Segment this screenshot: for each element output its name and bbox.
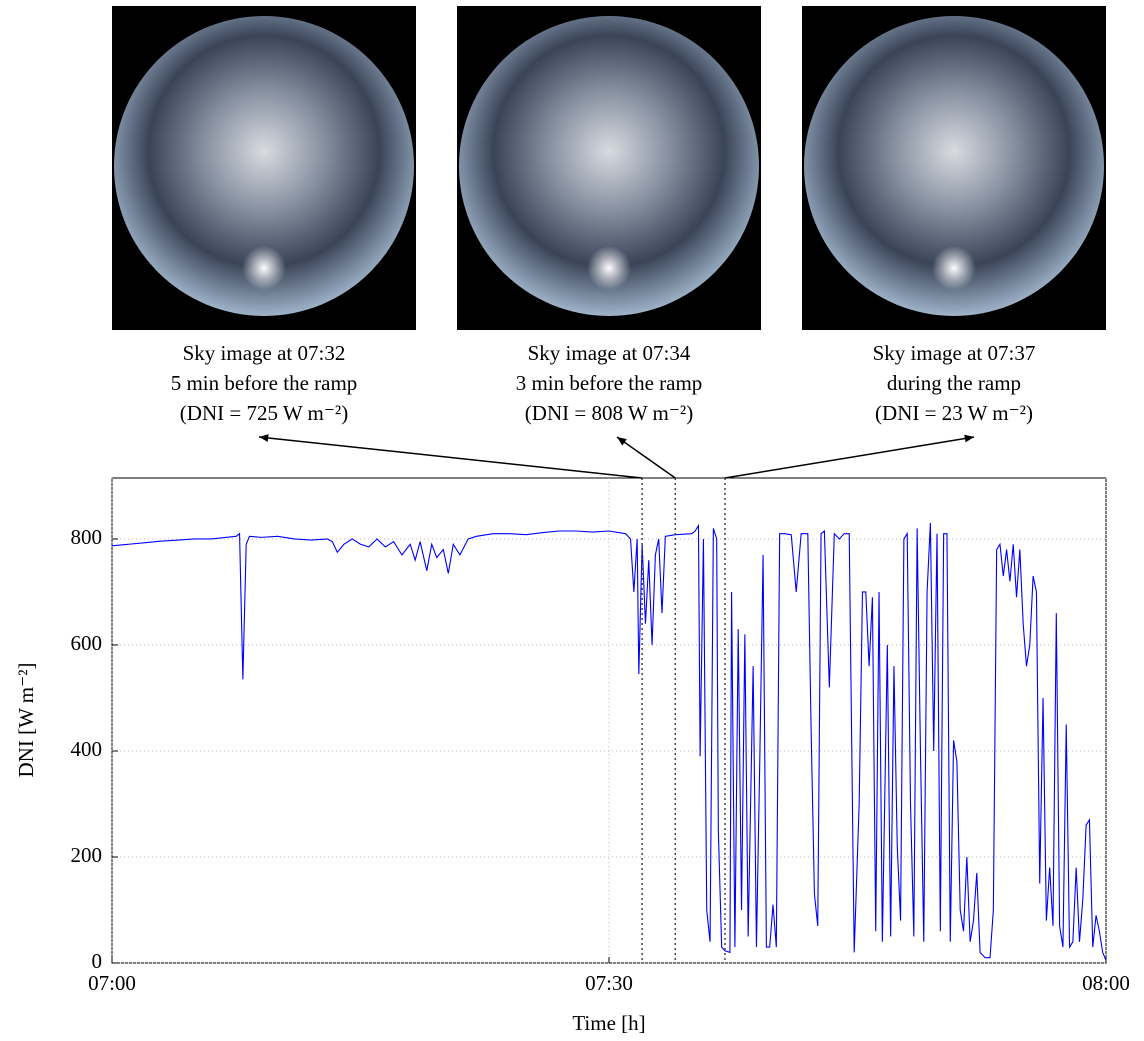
arrow-head [259, 434, 269, 442]
arrow [724, 436, 975, 479]
sky-image [804, 16, 1104, 316]
sun-glare [932, 246, 976, 290]
arrow [616, 436, 676, 479]
caption-line: Sky image at 07:32 [183, 341, 346, 365]
arrow-head [964, 434, 974, 443]
x-tick-label: 08:00 [1082, 971, 1130, 995]
x-axis-label: Time [h] [572, 1011, 645, 1035]
y-tick-label: 400 [71, 737, 103, 761]
caption-line: during the ramp [887, 371, 1021, 395]
sky-image [459, 16, 759, 316]
caption-line: (DNI = 725 W m⁻²) [180, 401, 348, 425]
caption-line: 5 min before the ramp [171, 371, 358, 395]
caption-line: Sky image at 07:37 [873, 341, 1036, 365]
y-tick-label: 800 [71, 525, 103, 549]
sky-image [114, 16, 414, 316]
arrow [258, 436, 643, 479]
arrow-head [617, 437, 627, 446]
y-axis-label: DNI [W m⁻²] [14, 663, 38, 778]
caption-line: Sky image at 07:34 [528, 341, 691, 365]
x-tick-label: 07:30 [585, 971, 633, 995]
sun-glare [587, 246, 631, 290]
sun-glare [242, 246, 286, 290]
y-tick-label: 600 [71, 631, 103, 655]
x-tick-label: 07:00 [88, 971, 136, 995]
data-line [111, 523, 1107, 961]
y-tick-label: 200 [71, 843, 103, 867]
caption-line: (DNI = 808 W m⁻²) [525, 401, 693, 425]
caption-line: 3 min before the ramp [516, 371, 703, 395]
y-tick-label: 0 [92, 949, 103, 973]
caption-line: (DNI = 23 W m⁻²) [875, 401, 1033, 425]
